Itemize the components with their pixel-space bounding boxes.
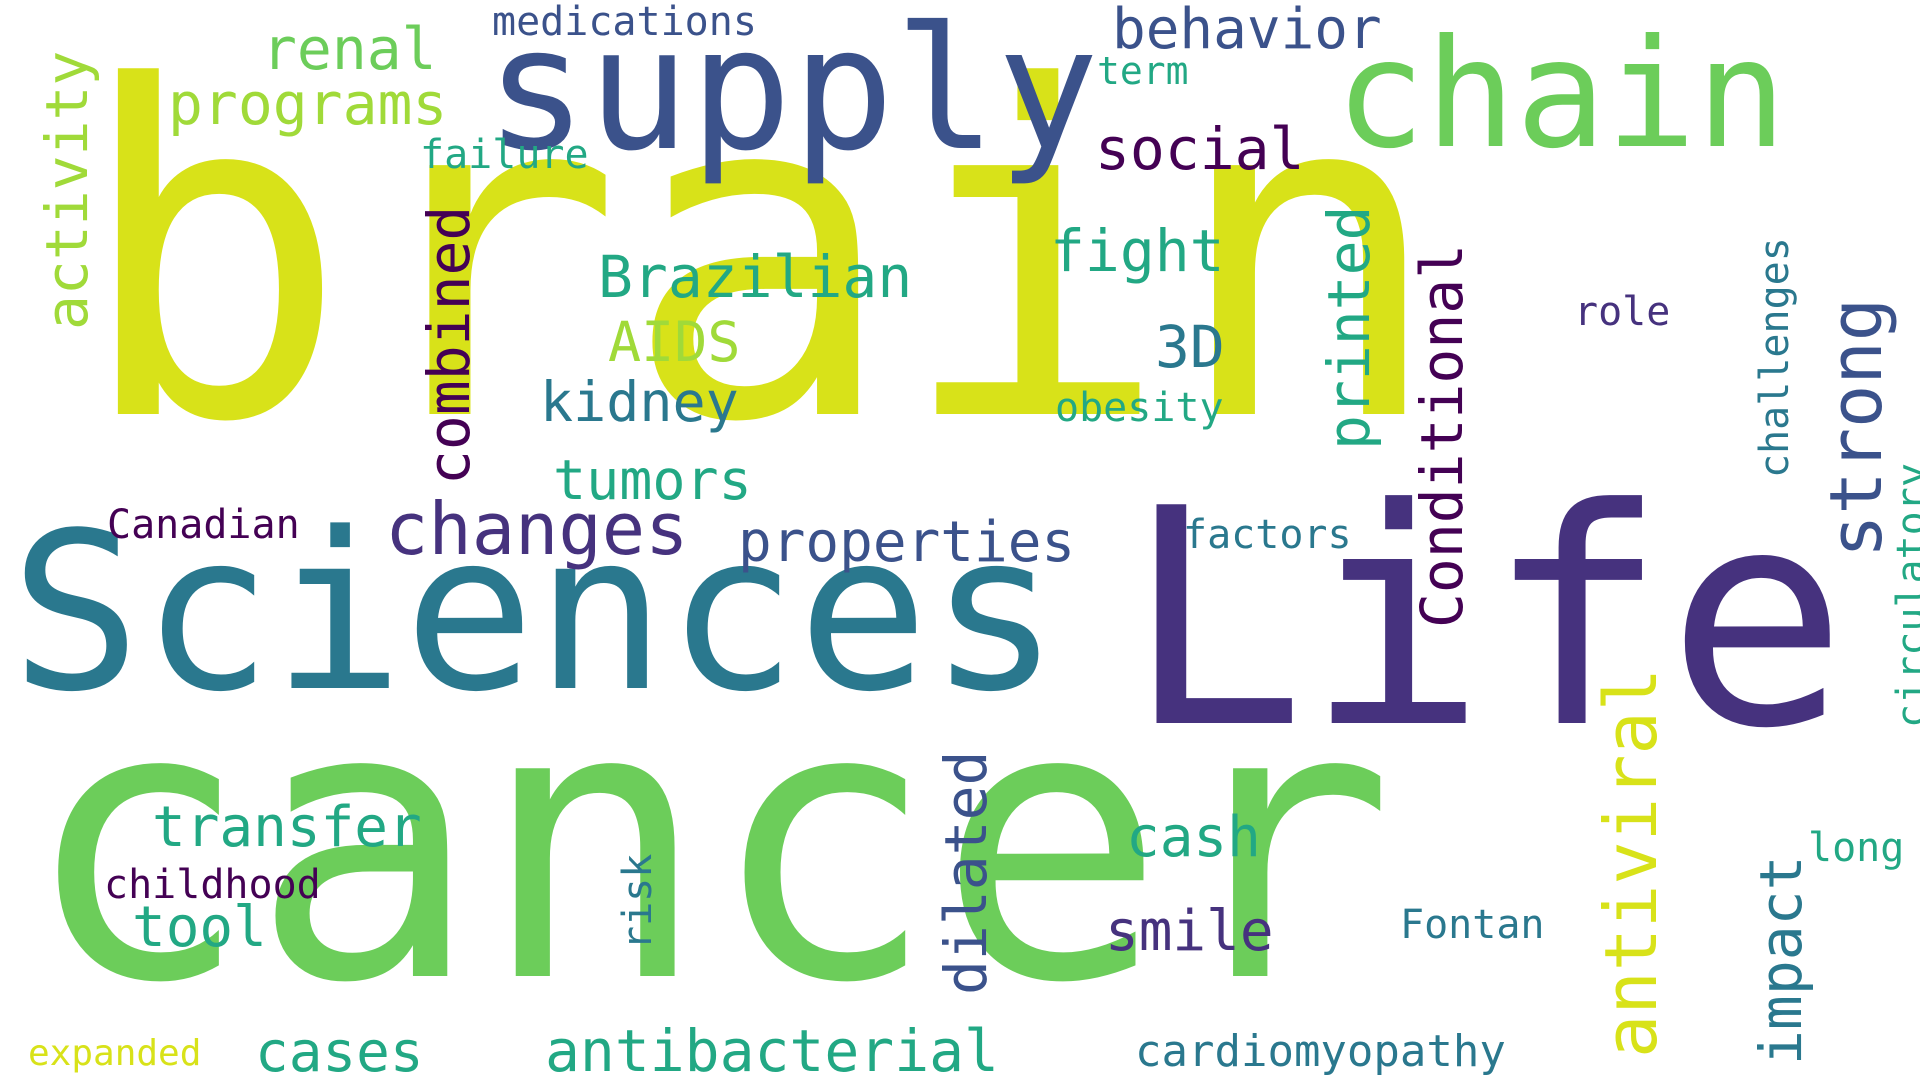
word-renal: renal xyxy=(262,15,437,83)
word-factors: factors xyxy=(1183,512,1352,558)
word-cases: cases xyxy=(255,1020,424,1080)
word-brain: brain xyxy=(75,0,1445,522)
word-role: role xyxy=(1574,289,1671,335)
word-dilated: dilated xyxy=(932,750,1000,995)
word-term: term xyxy=(1097,49,1189,93)
word-programs: programs xyxy=(168,70,448,138)
word-obesity: obesity xyxy=(1055,385,1224,431)
word-canadian: Canadian xyxy=(107,502,300,548)
word-strong: strong xyxy=(1814,297,1898,558)
word-social: social xyxy=(1095,115,1305,183)
word-medications: medications xyxy=(492,0,757,45)
word-activity: activity xyxy=(33,50,101,330)
word-properties: properties xyxy=(738,510,1076,575)
word-expanded: expanded xyxy=(28,1033,202,1074)
word-challenges: challenges xyxy=(1752,237,1798,478)
word-printed: printed xyxy=(1315,205,1383,450)
word-antibacterial: antibacterial xyxy=(545,1017,999,1080)
word-fontan: Fontan xyxy=(1400,902,1545,948)
word-aids: AIDS xyxy=(608,310,741,374)
word-circulatory: circulatory xyxy=(1889,463,1920,728)
word-cancer: cancer xyxy=(22,623,1395,1066)
word-fight: fight xyxy=(1050,217,1225,285)
word-life: Life xyxy=(1125,445,1848,794)
word-childhood: childhood xyxy=(104,862,321,908)
word-cardiomyopathy: cardiomyopathy xyxy=(1135,1026,1506,1077)
word-long: long xyxy=(1808,825,1905,871)
word-changes: changes xyxy=(385,487,689,571)
word-impact: impact xyxy=(1747,855,1815,1065)
word-conditional: Conditional xyxy=(1408,243,1476,628)
word-supply: supply xyxy=(485,0,1100,189)
word-brazilian: Brazilian xyxy=(598,243,913,311)
word-antiviral: antiviral xyxy=(1589,667,1673,1058)
word-tool: tool xyxy=(132,895,267,960)
word-3d: 3D xyxy=(1155,313,1225,381)
word-chain: chain xyxy=(1335,8,1787,182)
word-behavior: behavior xyxy=(1112,0,1382,62)
word-transfer: transfer xyxy=(152,795,422,860)
word-risk: risk xyxy=(615,853,661,950)
word-kidney: kidney xyxy=(540,370,739,434)
word-sciences: Sciences xyxy=(10,487,1060,740)
word-cash: cash xyxy=(1126,805,1261,870)
word-failure: failure xyxy=(420,132,589,178)
word-tumors: tumors xyxy=(553,448,752,512)
word-combined: combined xyxy=(415,205,483,485)
word-smile: smile xyxy=(1105,899,1274,964)
